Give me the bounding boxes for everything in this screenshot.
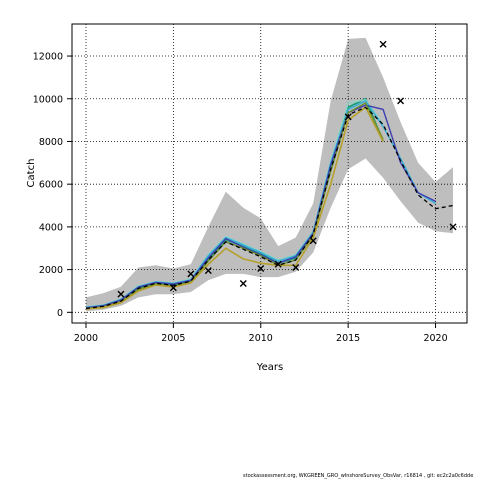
y-axis: 0 2000 4000 6000 8000 10000 12000: [33, 52, 72, 319]
footer-source-text: stockassessment.org, WKGREEN_GRO_wInshor…: [243, 473, 474, 479]
observed-point: [239, 279, 247, 287]
observed-points: [117, 40, 457, 298]
y-tick-label: 6000: [39, 180, 63, 191]
y-axis-title: Catch: [26, 159, 37, 188]
confidence-band-layer: [86, 37, 453, 312]
observed-point: [309, 237, 317, 245]
series-lines: [85, 97, 454, 310]
x-tick-label: 2005: [161, 333, 185, 344]
x-tick-label: 2015: [336, 333, 360, 344]
observed-point: [274, 260, 282, 268]
y-tick-label: 8000: [39, 137, 63, 148]
gridlines: [72, 24, 467, 323]
observed-point: [187, 270, 195, 278]
observed-point: [117, 290, 125, 298]
y-tick-label: 0: [57, 308, 63, 319]
x-tick-label: 2020: [423, 333, 447, 344]
y-tick-label: 2000: [39, 265, 63, 276]
series-line-2: [85, 99, 384, 308]
observed-point: [204, 267, 212, 275]
y-tick-label: 10000: [33, 94, 63, 105]
observed-point: [169, 284, 177, 292]
observed-point: [257, 265, 265, 273]
y-tick-label: 4000: [39, 222, 63, 233]
observed-point: [379, 40, 387, 48]
observed-point: [344, 113, 352, 121]
observed-point: [292, 263, 300, 271]
x-axis-title: Years: [256, 362, 283, 373]
series-line-7: [85, 106, 454, 310]
y-tick-label: 12000: [33, 52, 63, 63]
x-axis: 2000 2005 2010 2015 2020: [74, 323, 448, 344]
series-line-6: [85, 106, 384, 310]
series-line-4: [85, 104, 436, 309]
x-tick-label: 2000: [74, 333, 98, 344]
observed-point: [397, 97, 405, 105]
observed-point: [449, 223, 457, 231]
plot-frame: [71, 23, 468, 324]
x-tick-label: 2010: [249, 333, 273, 344]
confidence-band: [86, 37, 453, 312]
